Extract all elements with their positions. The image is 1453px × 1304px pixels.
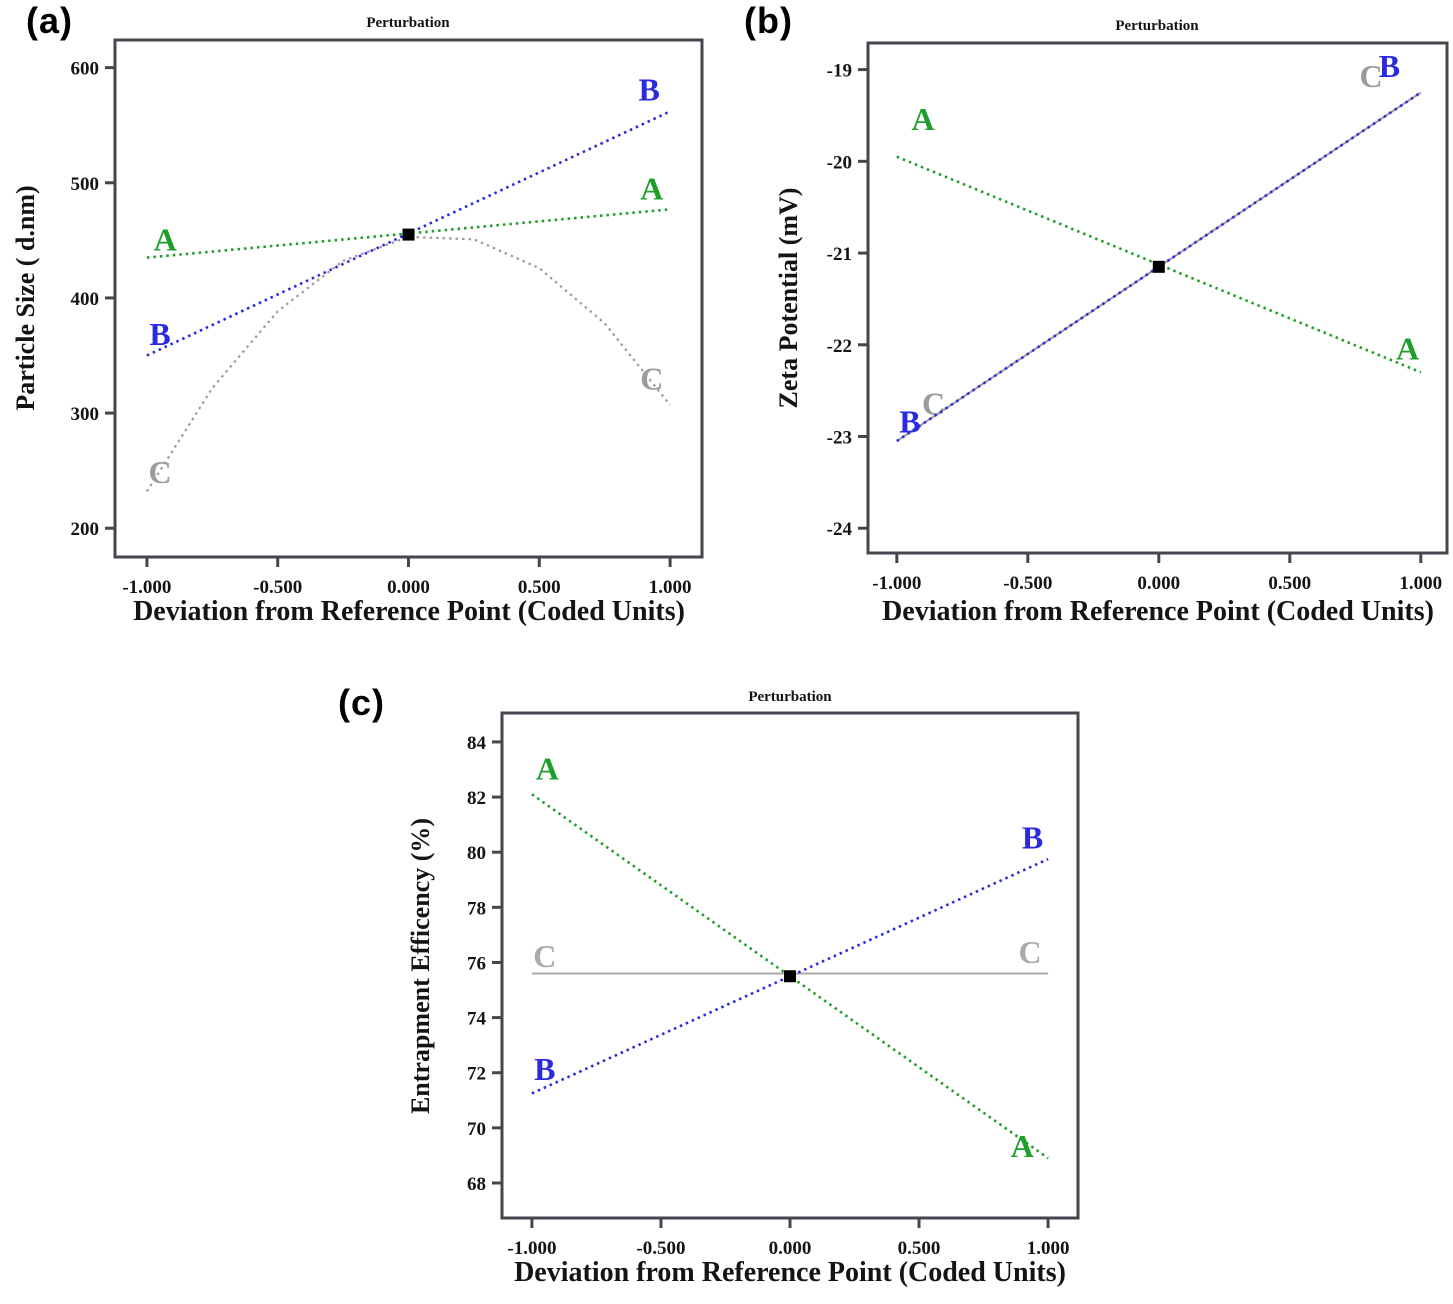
x-axis-title-c: Deviation from Reference Point (Coded Un… — [514, 1257, 1066, 1288]
series-label-b-B-left: B — [899, 404, 920, 440]
series-label-a-C-right: C — [640, 361, 663, 397]
x-tick-label-b-4: 1.000 — [1399, 573, 1442, 594]
y-tick-label-c-7: 82 — [467, 788, 486, 809]
series-label-a-C-left: C — [148, 454, 171, 490]
y-tick-label-a-1: 300 — [71, 404, 100, 425]
y-tick-label-c-2: 72 — [467, 1064, 486, 1085]
series-label-b-A-left: A — [911, 101, 934, 137]
chart-title-c: Perturbation — [748, 689, 832, 705]
series-label-b-A-right: A — [1396, 330, 1419, 366]
y-tick-label-b-5: -24 — [827, 519, 853, 540]
y-tick-label-b-4: -23 — [827, 428, 852, 449]
x-tick-label-b-1: -0.500 — [1003, 573, 1052, 594]
y-axis-title-a: Particle Size ( d.nm) — [11, 185, 40, 410]
x-tick-label-b-2: 0.000 — [1137, 573, 1180, 594]
x-tick-label-c-2: 0.000 — [769, 1238, 812, 1259]
x-tick-label-c-4: 1.000 — [1027, 1238, 1070, 1259]
x-tick-label-a-0: -1.000 — [122, 577, 171, 598]
y-tick-label-b-0: -19 — [827, 61, 852, 82]
x-axis-title-a: Deviation from Reference Point (Coded Un… — [133, 596, 685, 627]
chart-title-b: Perturbation — [1115, 18, 1199, 34]
reference-point-b — [1152, 260, 1165, 273]
reference-point-c — [784, 970, 796, 983]
y-tick-label-c-4: 76 — [467, 953, 486, 974]
chart-a: Perturbation -1.000 -0.500 0.000 0.500 1.000 2… — [11, 15, 704, 627]
series-label-c-C-left: C — [533, 938, 556, 974]
series-line-b-B — [896, 91, 1422, 443]
y-tick-label-c-8: 84 — [467, 733, 487, 754]
panel-letter-c: (c) — [338, 682, 385, 723]
plot-frame-b — [866, 41, 1449, 555]
chart-title-a: Perturbation — [366, 15, 450, 31]
x-tick-label-a-1: -0.500 — [253, 577, 302, 598]
series-label-b-B-right: B — [1379, 48, 1400, 84]
y-tick-label-c-6: 80 — [467, 843, 486, 864]
series-line-a-B — [146, 110, 671, 357]
x-tick-label-a-2: 0.000 — [387, 577, 430, 598]
series-line-c-A — [531, 793, 1049, 1160]
y-tick-label-b-2: -21 — [827, 244, 852, 265]
series-line-a-A — [146, 208, 671, 259]
y-tick-label-c-5: 78 — [467, 898, 486, 919]
y-tick-label-c-0: 68 — [467, 1174, 486, 1195]
series-label-b-C-right: C — [1359, 58, 1382, 94]
y-axis-title-b: Zeta Potential (mV) — [774, 188, 803, 409]
y-tick-label-a-2: 400 — [71, 289, 100, 310]
series-label-a-A-left: A — [154, 221, 177, 257]
x-tick-label-a-3: 0.500 — [518, 577, 561, 598]
y-tick-label-a-4: 600 — [71, 59, 100, 80]
y-tick-label-c-3: 74 — [467, 1009, 487, 1030]
y-tick-label-a-0: 200 — [71, 519, 100, 540]
plot-frame-a — [113, 38, 704, 559]
y-tick-label-b-3: -22 — [827, 336, 852, 357]
panel-letter-a: (a) — [26, 0, 73, 41]
panel-letter-b: (b) — [744, 0, 793, 41]
x-tick-label-c-0: -1.000 — [507, 1238, 556, 1259]
series-label-a-A-right: A — [640, 171, 663, 207]
y-tick-label-a-3: 500 — [71, 174, 100, 195]
x-tick-label-b-0: -1.000 — [872, 573, 921, 594]
chart-b: Perturbation -1.000 -0.500 0.000 0.500 1.000 -… — [774, 18, 1449, 627]
series-label-a-B-right: B — [638, 72, 659, 108]
series-label-c-B-left: B — [534, 1051, 555, 1087]
series-label-c-A-right: A — [1011, 1128, 1034, 1164]
series-label-c-C-right: C — [1018, 934, 1041, 970]
y-tick-label-b-1: -20 — [827, 152, 852, 173]
x-tick-label-b-3: 0.500 — [1268, 573, 1311, 594]
series-label-a-B-left: B — [149, 316, 170, 352]
series-label-b-C-left: C — [922, 385, 945, 421]
y-axis-title-c: Entrapment Efficency (%) — [406, 818, 435, 1114]
x-tick-label-c-1: -0.500 — [636, 1238, 685, 1259]
plot-frame-c — [500, 711, 1080, 1220]
series-line-a-C — [145, 235, 671, 492]
series-label-c-A-left: A — [536, 751, 559, 787]
x-tick-label-c-3: 0.500 — [898, 1238, 941, 1259]
reference-point-a — [402, 228, 415, 241]
y-tick-label-c-1: 70 — [467, 1119, 486, 1140]
x-tick-label-a-4: 1.000 — [649, 577, 692, 598]
x-axis-title-b: Deviation from Reference Point (Coded Un… — [882, 596, 1434, 627]
series-label-c-B-right: B — [1022, 819, 1043, 855]
chart-c: Perturbation -1.000 -0.500 0.000 0.500 1.000 6… — [406, 689, 1080, 1288]
